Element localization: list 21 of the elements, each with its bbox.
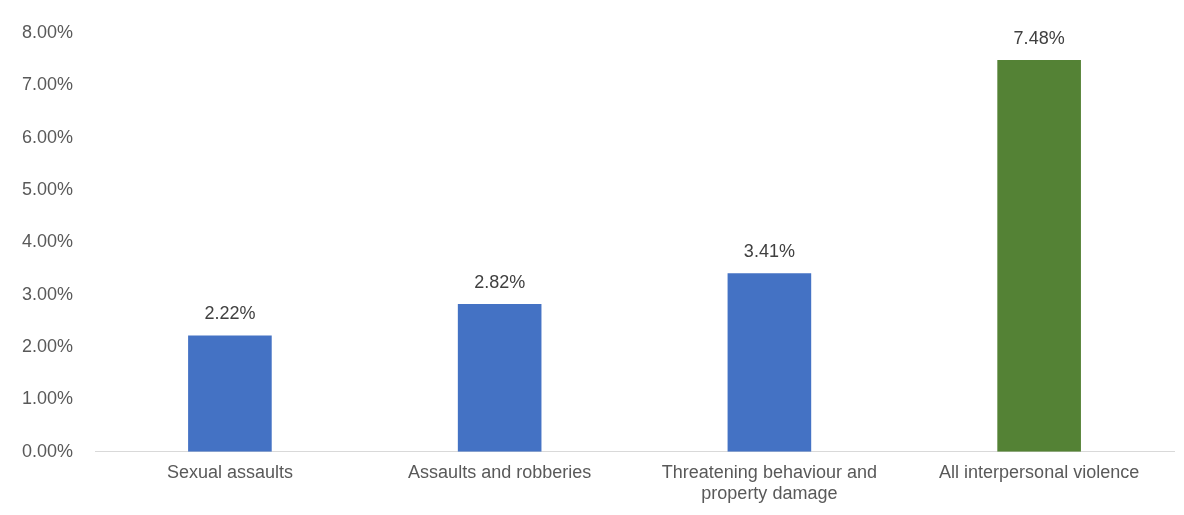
data-label: 2.82%	[474, 272, 526, 293]
data-label: 3.41%	[743, 241, 795, 262]
y-tick-label: 2.00%	[21, 336, 74, 357]
x-tick-label: Assaults and robberies	[408, 461, 592, 482]
y-tick-label: 5.00%	[21, 178, 74, 199]
y-tick-label: 1.00%	[21, 388, 74, 409]
bar	[997, 60, 1081, 452]
data-label: 7.48%	[1013, 28, 1065, 48]
y-tick-label: 7.00%	[21, 74, 74, 95]
y-tick-label: 0.00%	[21, 440, 74, 461]
x-tick-label: All interpersonal violence	[939, 461, 1140, 482]
x-tick-label: Sexual assaults	[166, 461, 293, 482]
data-label: 2.22%	[204, 303, 256, 324]
y-tick-label: 8.00%	[21, 21, 74, 42]
bar	[727, 273, 812, 452]
y-tick-label: 3.00%	[21, 283, 74, 304]
y-tick-label: 4.00%	[21, 231, 74, 252]
bar	[457, 304, 542, 452]
x-tick-label: Threatening behaviour and property damage	[661, 461, 877, 504]
bar	[188, 335, 272, 452]
y-tick-label: 6.00%	[21, 126, 74, 147]
